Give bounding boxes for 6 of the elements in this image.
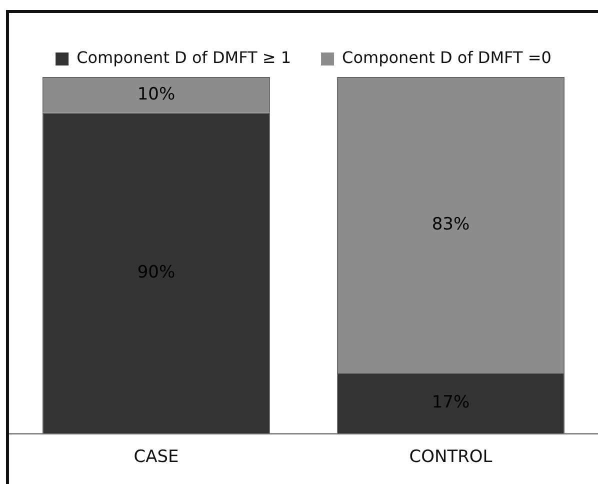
legend-label: Component D of DMFT =0: [342, 48, 552, 68]
x-tick-label: CONTROL: [409, 447, 493, 468]
x-tick-label: CASE: [134, 447, 179, 468]
data-label: 83%: [432, 214, 470, 234]
legend-label: Component D of DMFT ≥ 1: [76, 48, 292, 68]
data-label: 10%: [137, 84, 176, 104]
